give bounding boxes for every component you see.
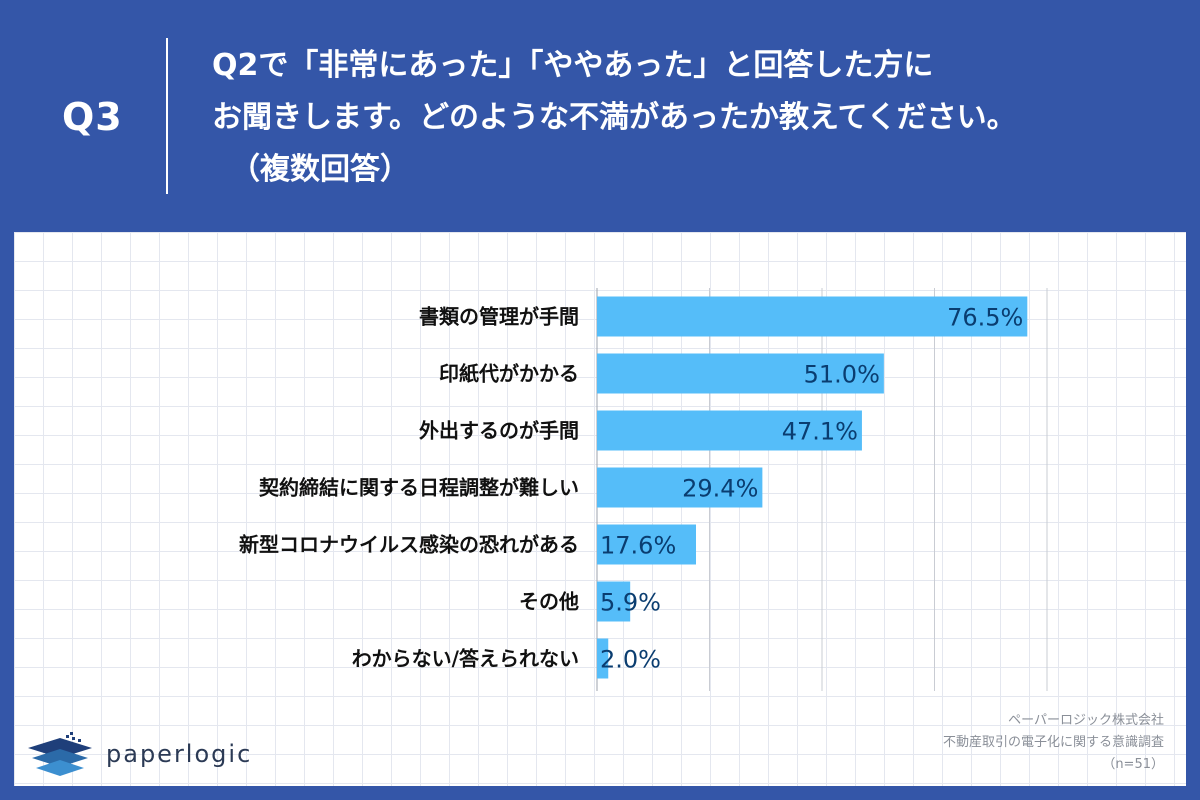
value-label: 29.4% <box>682 475 758 503</box>
company-name: ペーパーロジック株式会社 <box>1008 713 1164 728</box>
chart-panel: 書類の管理が手間 76.5% 印紙代がかかる 51.0% 外出するのが手間 47.1% 契約… <box>14 232 1186 786</box>
category-label: 書類の管理が手間 <box>419 305 579 329</box>
header: Q3 Q2で「非常にあった」「ややあった」と回答した方に お聞きします。どのよう… <box>0 0 1200 232</box>
question-line-1: Q2で「非常にあった」「ややあった」と回答した方に <box>212 48 934 83</box>
bar-chart: 書類の管理が手間 76.5% 印紙代がかかる 51.0% 外出するのが手間 47.1% 契約… <box>239 288 1048 691</box>
question-line-2: お聞きします。どのような不満があったか教えてください。 <box>212 100 1017 135</box>
survey-title: 不動産取引の電子化に関する意識調査 <box>942 735 1164 750</box>
value-label: 76.5% <box>947 304 1023 332</box>
category-label: 契約締結に関する日程調整が難しい <box>258 476 579 500</box>
bar <box>597 296 1028 337</box>
category-label: 印紙代がかかる <box>439 362 579 386</box>
question-text: Q2で「非常にあった」「ややあった」と回答した方に お聞きします。どのような不満… <box>212 40 1172 196</box>
value-label: 2.0% <box>600 646 661 674</box>
source-note: ペーパーロジック株式会社 不動産取引の電子化に関する意識調査 （n=51） <box>943 710 1164 776</box>
layered-stack-logo-icon <box>28 732 92 776</box>
category-label: わからない/答えられない <box>352 647 579 671</box>
value-label: 51.0% <box>804 361 880 389</box>
value-label: 47.1% <box>782 418 858 446</box>
bar <box>597 581 631 622</box>
question-line-3: （複数回答） <box>230 152 410 187</box>
value-label: 17.6% <box>600 532 676 560</box>
value-label: 5.9% <box>600 589 661 617</box>
bar <box>597 638 609 679</box>
sample-size: （n=51） <box>1102 757 1164 772</box>
logo-wordmark: paperlogic <box>106 740 253 768</box>
bar <box>597 410 862 451</box>
paperlogic-logo: paperlogic <box>26 732 256 782</box>
bar <box>597 524 696 565</box>
header-divider <box>166 38 168 194</box>
category-label: 外出するのが手間 <box>419 419 579 443</box>
bar <box>597 353 884 394</box>
category-label: その他 <box>519 590 579 614</box>
category-label: 新型コロナウイルス感染の恐れがある <box>239 533 579 557</box>
question-number: Q3 <box>62 95 123 139</box>
bar <box>597 467 763 508</box>
